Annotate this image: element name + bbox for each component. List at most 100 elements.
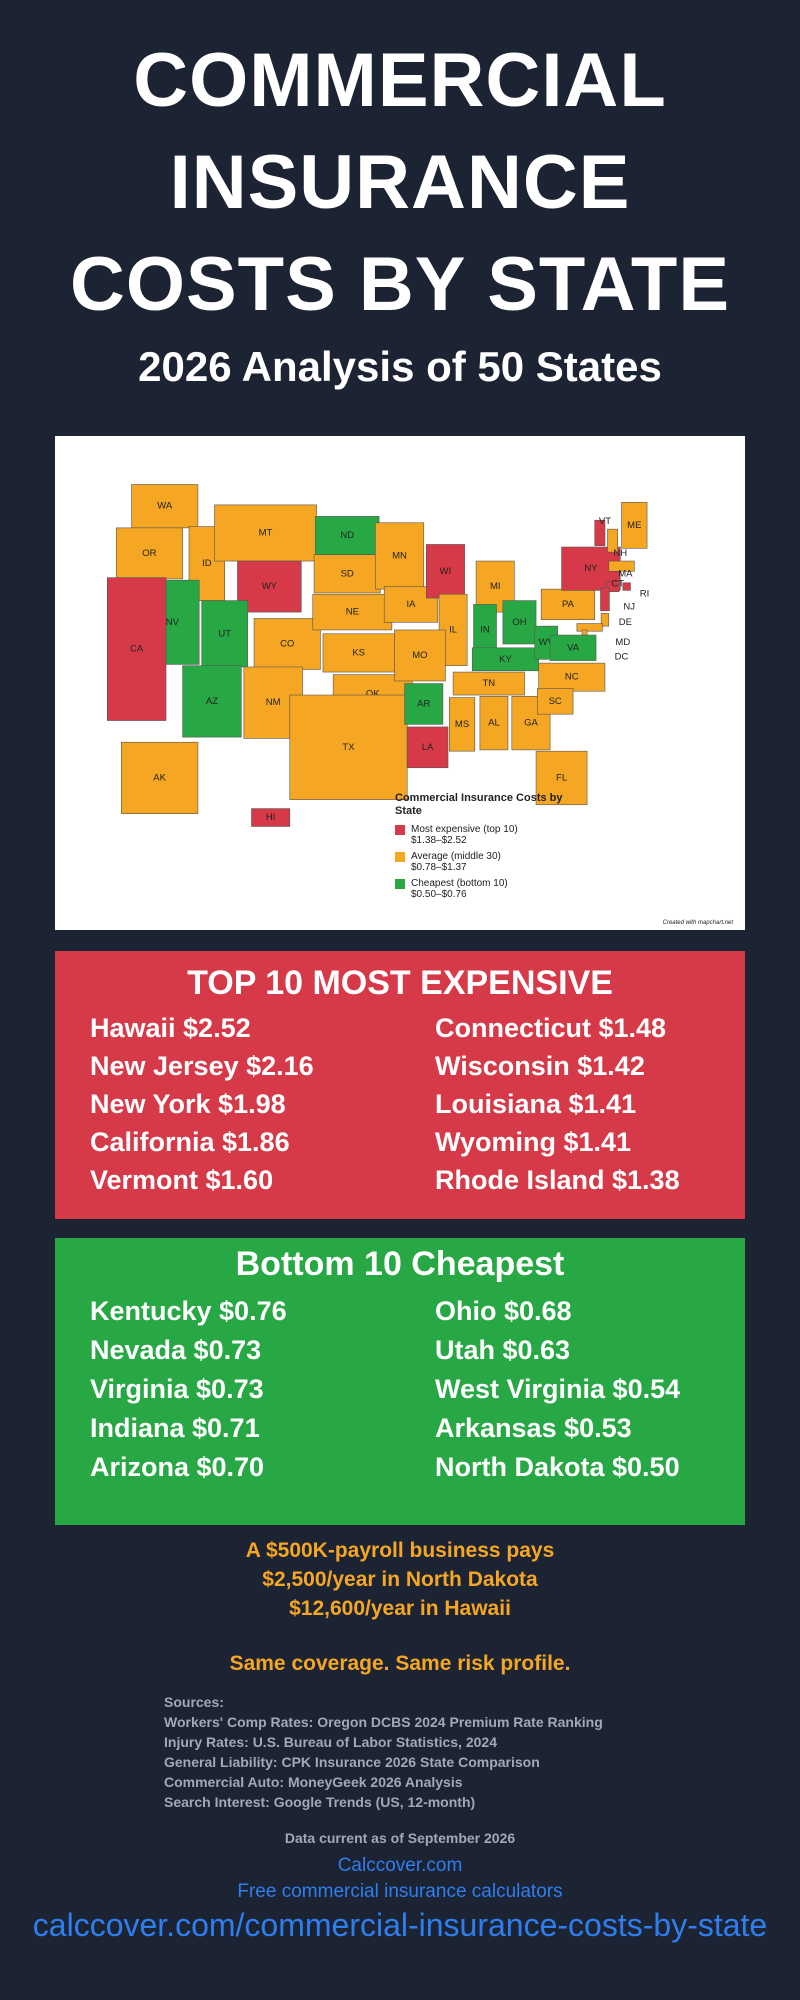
state-label: NE — [346, 607, 359, 618]
list-item: Connecticut $1.48 — [435, 1013, 667, 1043]
state-label: AK — [153, 772, 166, 783]
state-label: RI — [640, 589, 650, 600]
state-label: NC — [565, 672, 579, 683]
heading: Bottom 10 Cheapest — [235, 1245, 565, 1283]
sources-heading: Sources: — [164, 1694, 224, 1710]
heading: TOP 10 MOST EXPENSIVE — [187, 964, 613, 1002]
url[interactable]: calccover.com/commercial-insurance-costs… — [32, 1907, 768, 1943]
list-item: Rhode Island $1.38 — [435, 1165, 680, 1195]
list-item: Ohio $0.68 — [435, 1296, 572, 1326]
list: Hawaii $2.52 New Jersey $2.16 New York $1.… — [55, 1009, 745, 1199]
state-label: CO — [280, 639, 294, 650]
list-item: West Virginia $0.54 — [435, 1374, 681, 1404]
legend-swatch — [395, 879, 405, 889]
callout-line: $12,600/year in Hawaii — [289, 1597, 511, 1620]
state-label: SD — [341, 568, 354, 579]
list-item: Utah $0.63 — [435, 1335, 571, 1365]
state-label: SC — [549, 696, 562, 707]
state — [622, 582, 631, 591]
subtitle: 2026 Analysis of 50 States — [138, 343, 662, 390]
site-link[interactable]: Calccover.com — [337, 1855, 463, 1876]
state — [237, 560, 302, 613]
state — [313, 554, 381, 594]
legend-label: Average (middle 30) — [411, 851, 501, 862]
state-label: NV — [166, 617, 180, 628]
legend-range: $0.50–$0.76 — [411, 889, 467, 900]
expensive-box: TOP 10 MOST EXPENSIVE Hawaii $2.52 New Je… — [55, 951, 745, 1219]
site-tagline: Free commercial insurance calculators — [237, 1881, 563, 1902]
map: WA OR ID MT ND SD WY NV UT CO NE KS MN IA WI MI IL IN OH PA… — [55, 436, 745, 930]
source-item: Workers' Comp Rates: Oregon DCBS 2024 Pr… — [164, 1714, 603, 1730]
sources: Sources: Workers' Comp Rates: Oregon DCB… — [164, 1692, 603, 1812]
callout-line: $2,500/year in North Dakota — [262, 1568, 538, 1591]
tagline: Same coverage. Same risk profile. — [229, 1652, 571, 1675]
state-label: FL — [556, 772, 567, 783]
legend-item: Average (middle 30) $0.78–$1.37 — [395, 851, 575, 873]
state — [201, 600, 248, 668]
source-item: Commercial Auto: MoneyGeek 2026 Analysis — [164, 1774, 463, 1790]
date: Data current as of September 2026 — [284, 1830, 516, 1846]
state-label: DE — [619, 617, 632, 628]
state-label: WV — [539, 637, 555, 648]
state-label: ME — [627, 520, 641, 531]
state — [253, 618, 321, 670]
legend-title: Commercial Insurance Costs by State — [395, 792, 563, 817]
list-item: Indiana $0.71 — [90, 1413, 260, 1443]
legend-item: Most expensive (top 10) $1.38–$2.52 — [395, 824, 575, 846]
state-label: HI — [266, 812, 276, 823]
list-item: Arizona $0.70 — [90, 1452, 265, 1482]
list-item: Louisiana $1.41 — [435, 1089, 637, 1119]
state — [600, 587, 610, 612]
list-item: Wyoming $1.41 — [435, 1127, 632, 1157]
state — [549, 634, 597, 661]
state-label: IL — [449, 624, 457, 635]
state-label: MT — [259, 527, 273, 538]
state — [107, 577, 167, 721]
map-svg: WA OR ID MT ND SD WY NV UT CO NE KS MN IA WI MI IL IN OH PA… — [107, 484, 650, 827]
state-label: NY — [584, 563, 598, 574]
state — [479, 696, 509, 751]
state-label: VT — [599, 516, 611, 527]
list-item: North Dakota $0.50 — [435, 1452, 680, 1482]
callout: A $500K-payroll business pays $2,500/year… — [0, 1536, 800, 1623]
state-label: VA — [567, 642, 580, 653]
source-item: General Liability: CPK Insurance 2026 St… — [164, 1754, 540, 1770]
state-label: OR — [142, 548, 156, 559]
state — [600, 613, 610, 627]
state-label: NM — [266, 697, 281, 708]
state-label: MS — [455, 719, 469, 730]
list-item: Kentucky $0.76 — [90, 1296, 287, 1326]
state — [406, 726, 449, 769]
list-item: New Jersey $2.16 — [90, 1051, 314, 1081]
legend-text: Average (middle 30) $0.78–$1.37 — [411, 851, 501, 873]
list: Kentucky $0.76 Nevada $0.73 Virginia $0.73… — [55, 1292, 745, 1487]
state-label: WI — [440, 566, 452, 577]
state-label: WY — [262, 581, 278, 592]
state — [452, 671, 525, 696]
state — [322, 633, 395, 673]
state — [502, 600, 537, 645]
credit: Created with mapchart.net — [662, 920, 733, 926]
state-label: IN — [480, 624, 490, 635]
state — [535, 750, 588, 806]
cheapest-box: Bottom 10 Cheapest Kentucky $0.76 Nevada … — [55, 1238, 745, 1525]
state — [608, 560, 635, 572]
legend-text: Cheapest (bottom 10) $0.50–$0.76 — [411, 878, 508, 900]
state — [621, 502, 648, 549]
state — [538, 662, 606, 692]
state — [131, 484, 199, 529]
state-label: GA — [524, 718, 538, 729]
legend-item: Cheapest (bottom 10) $0.50–$0.76 — [395, 878, 575, 900]
legend-range: $0.78–$1.37 — [411, 862, 467, 873]
legend-label: Cheapest (bottom 10) — [411, 878, 508, 889]
state-label: OK — [366, 688, 380, 699]
state — [115, 527, 183, 580]
state — [576, 623, 603, 632]
state-label: AR — [417, 698, 430, 709]
legend-swatch — [395, 825, 405, 835]
state — [289, 694, 408, 800]
state — [581, 629, 588, 636]
state — [537, 688, 574, 715]
state — [312, 593, 393, 631]
